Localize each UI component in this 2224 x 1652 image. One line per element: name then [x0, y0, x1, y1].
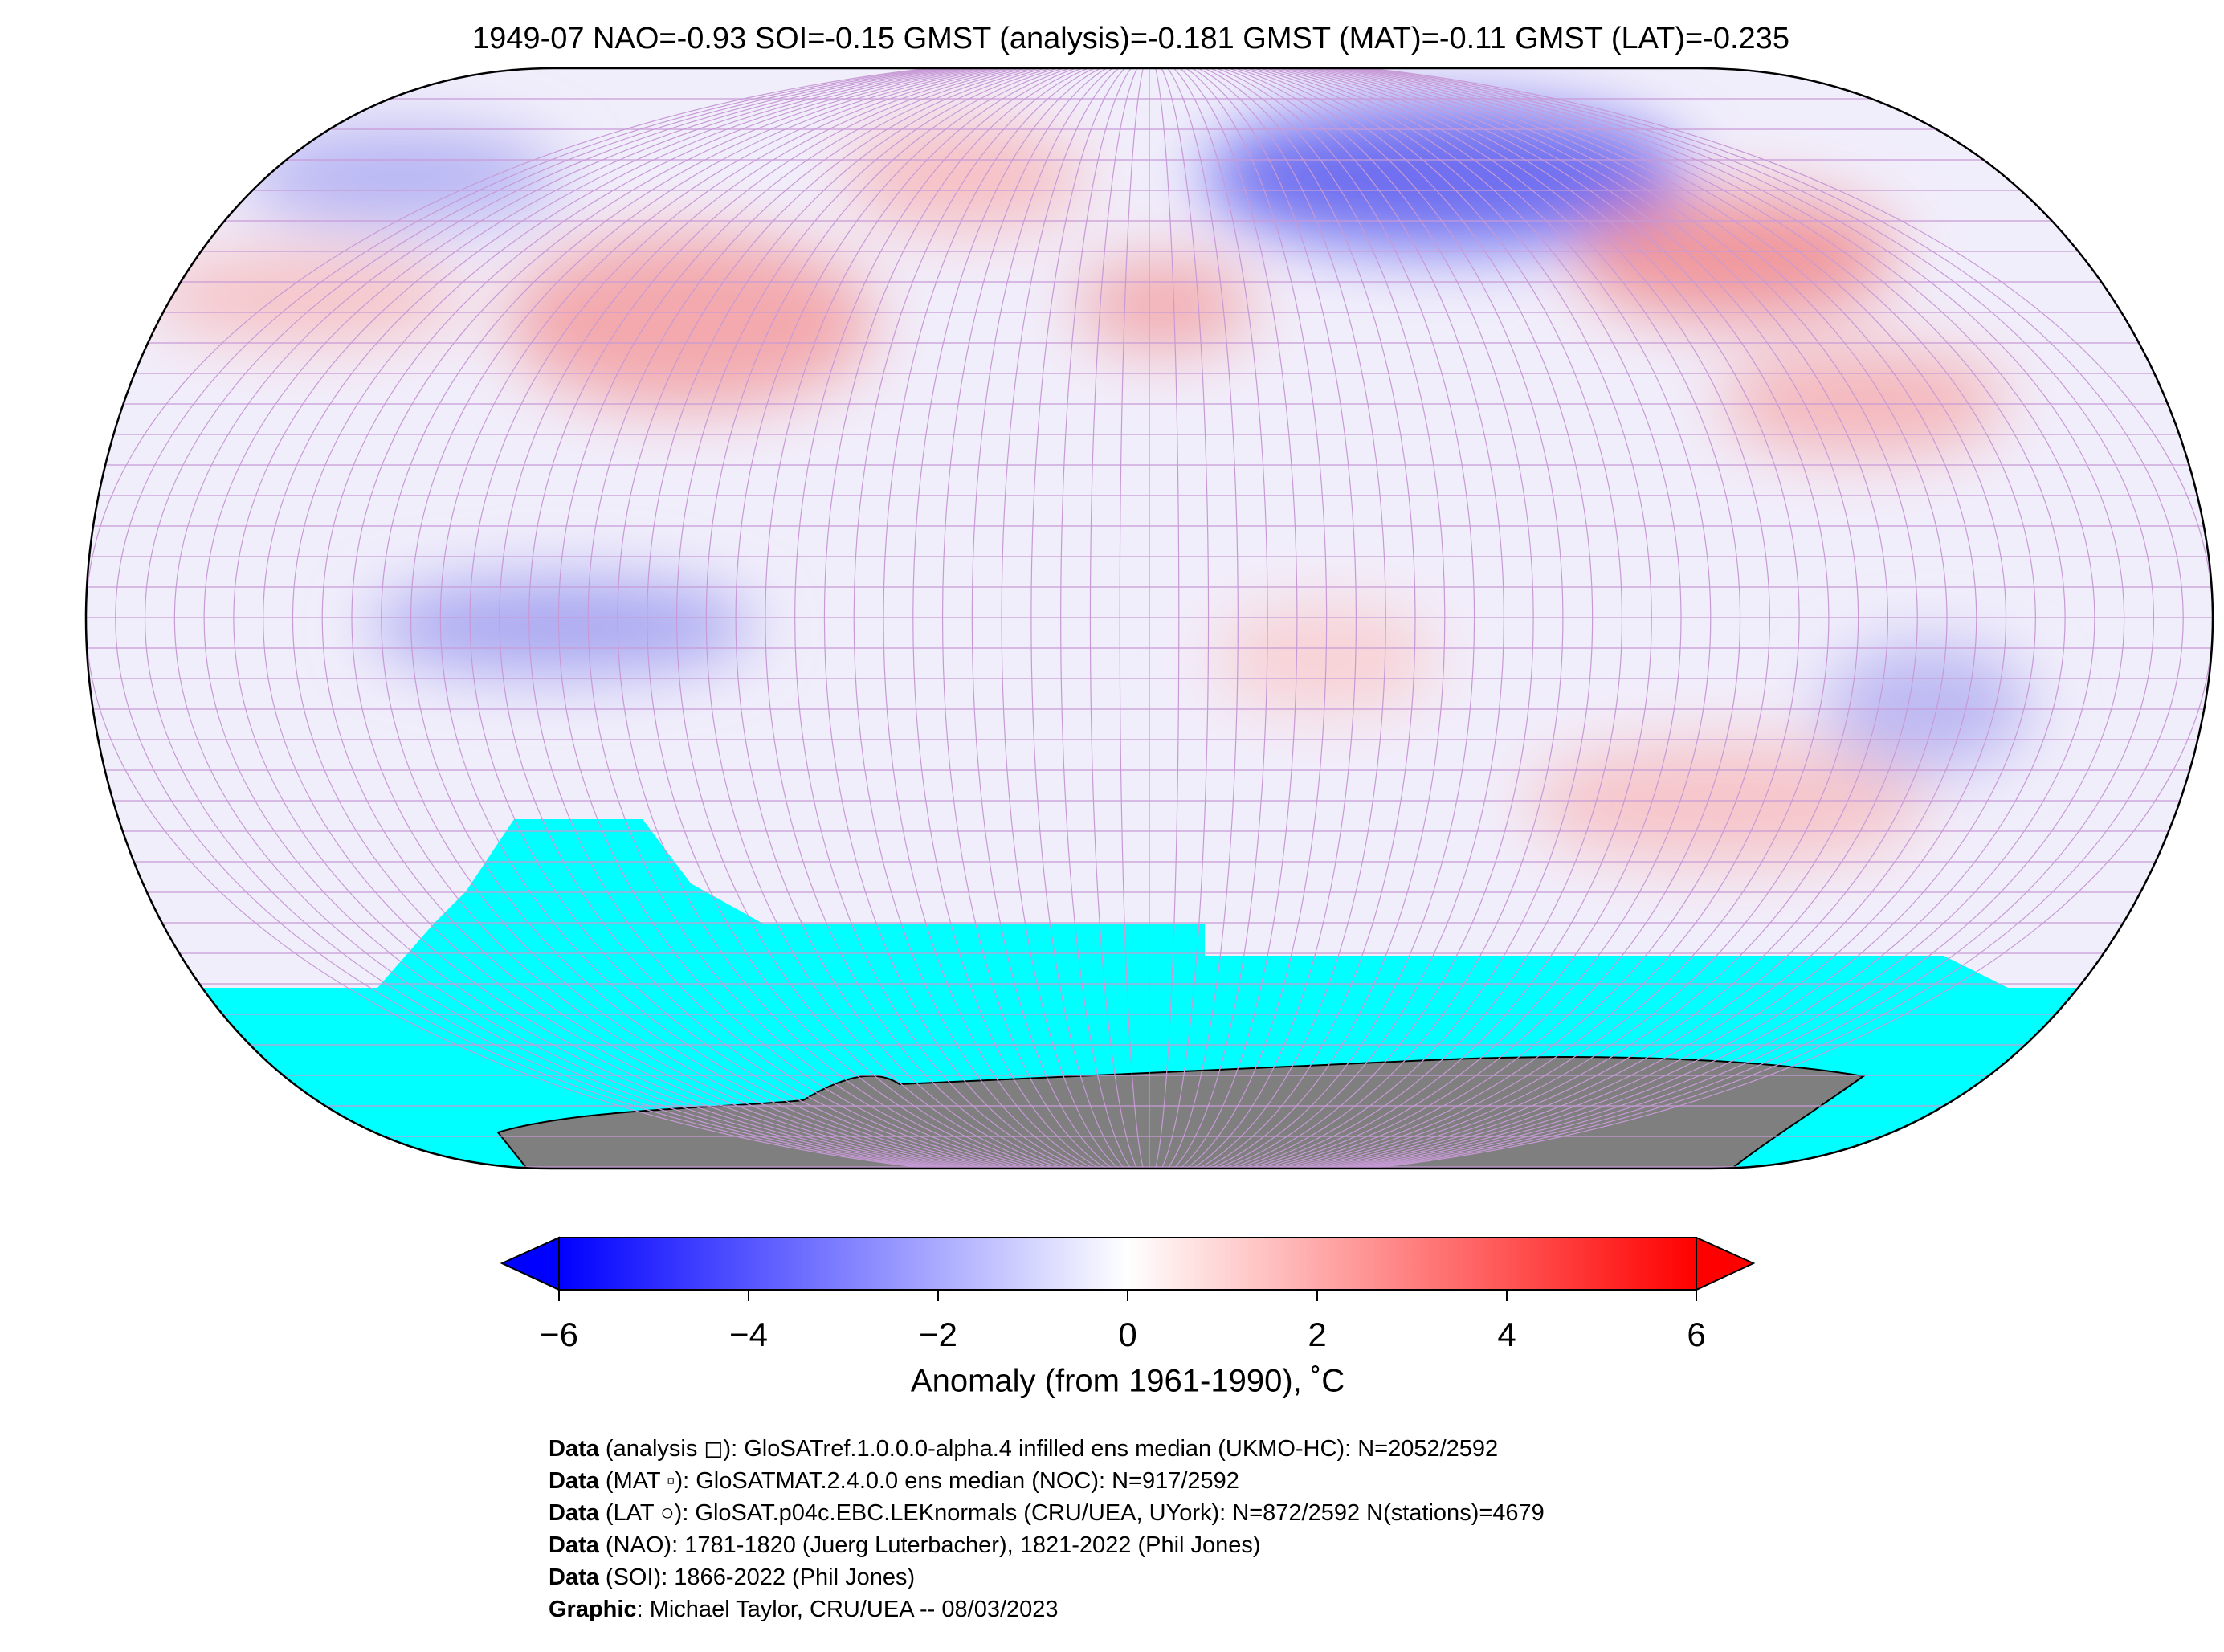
- footer-line: Data (analysis ◻): GloSATref.1.0.0.0-alp…: [549, 1436, 1498, 1462]
- footer-text: (SOI): 1866-2022 (Phil Jones): [599, 1564, 915, 1590]
- meridian: [794, 68, 1504, 1169]
- meridian: [115, 68, 2184, 1169]
- colorbar-extend-low: [500, 1236, 560, 1291]
- title: 1949-07 NAO=-0.93 SOI=-0.15 GMST (analys…: [472, 22, 1789, 55]
- footer-bold: Graphic: [549, 1597, 637, 1622]
- meridian: [439, 68, 1859, 1169]
- meridian: [144, 68, 2155, 1169]
- meridian: [587, 68, 1712, 1169]
- meridian: [469, 68, 1830, 1169]
- anomaly-field: [145, 104, 2032, 867]
- meridian: [410, 68, 1889, 1169]
- meridian: [173, 68, 2125, 1169]
- footer-text: (MAT ▫): GloSATMAT.2.4.0.0 ens median (N…: [599, 1468, 1239, 1494]
- meridian: [1001, 68, 1298, 1169]
- grid: [86, 68, 2213, 1169]
- meridian: [647, 68, 1652, 1169]
- colorbar-label: Anomaly (from 1961-1990), ˚C: [911, 1364, 1345, 1399]
- colorbar-tick-label: −4: [729, 1315, 768, 1353]
- antarctica: [496, 1056, 1866, 1169]
- meridian: [912, 68, 1386, 1169]
- meridian: [675, 68, 1623, 1169]
- meridian: [321, 68, 1977, 1169]
- footer-text: (NAO): 1781-1820 (Juerg Luterbacher), 18…: [599, 1532, 1261, 1558]
- footer-line: Data (LAT ○): GloSAT.p04c.EBC.LEKnormals…: [549, 1500, 1545, 1526]
- colorbar: −6 −4 −2 0 2 4 6: [500, 1236, 1756, 1353]
- footer-bold: Data: [549, 1532, 600, 1558]
- meridian: [528, 68, 1770, 1169]
- meridian: [351, 68, 1948, 1169]
- footer-bold: Data: [549, 1500, 600, 1526]
- footer-line: Data (SOI): 1866-2022 (Phil Jones): [549, 1564, 915, 1590]
- colorbar-tick-label: 6: [1687, 1315, 1705, 1353]
- meridian: [971, 68, 1328, 1169]
- meridian: [1119, 68, 1180, 1169]
- footer-line: Graphic: Michael Taylor, CRU/UEA -- 08/0…: [549, 1597, 1059, 1622]
- meridian: [823, 68, 1475, 1169]
- meridian: [941, 68, 1357, 1169]
- footer-bold: Data: [549, 1436, 600, 1462]
- meridian: [853, 68, 1446, 1169]
- meridian: [1060, 68, 1239, 1169]
- meridian: [381, 68, 1918, 1169]
- colorbar-tick-label: −6: [540, 1315, 578, 1353]
- meridian: [233, 68, 2066, 1169]
- footer-text: : Michael Taylor, CRU/UEA -- 08/03/2023: [637, 1597, 1059, 1622]
- footer-bold: Data: [549, 1564, 600, 1590]
- meridian: [499, 68, 1800, 1169]
- map: [86, 68, 2213, 1169]
- footer-bold: Data: [549, 1468, 600, 1494]
- meridian: [617, 68, 1682, 1169]
- colorbar-tick-label: −2: [919, 1315, 957, 1353]
- colorbar-tick-label: 2: [1308, 1315, 1326, 1353]
- footer: Data (analysis ◻): GloSATref.1.0.0.0-alp…: [549, 1436, 1545, 1622]
- footer-text: (LAT ○): GloSAT.p04c.EBC.LEKnormals (CRU…: [599, 1500, 1545, 1526]
- colorbar-bar: [558, 1237, 1697, 1291]
- meridian: [765, 68, 1534, 1169]
- meridian: [735, 68, 1564, 1169]
- footer-line: Data (NAO): 1781-1820 (Juerg Luterbacher…: [549, 1532, 1261, 1558]
- meridian: [1030, 68, 1268, 1169]
- colorbar-tick-label: 4: [1497, 1315, 1516, 1353]
- meridian: [203, 68, 2095, 1169]
- map-outline: [84, 67, 2214, 1170]
- colorbar-tick-label: 0: [1118, 1315, 1136, 1353]
- footer-line: Data (MAT ▫): GloSATMAT.2.4.0.0 ens medi…: [549, 1468, 1239, 1494]
- meridian: [557, 68, 1741, 1169]
- meridian: [705, 68, 1594, 1169]
- meridian: [883, 68, 1416, 1169]
- colorbar-extend-high: [1696, 1236, 1756, 1291]
- footer-text: (analysis ◻): GloSATref.1.0.0.0-alpha.4 …: [599, 1436, 1498, 1462]
- meridian: [292, 68, 2007, 1169]
- meridian: [263, 68, 2036, 1169]
- meridian: [1089, 68, 1210, 1169]
